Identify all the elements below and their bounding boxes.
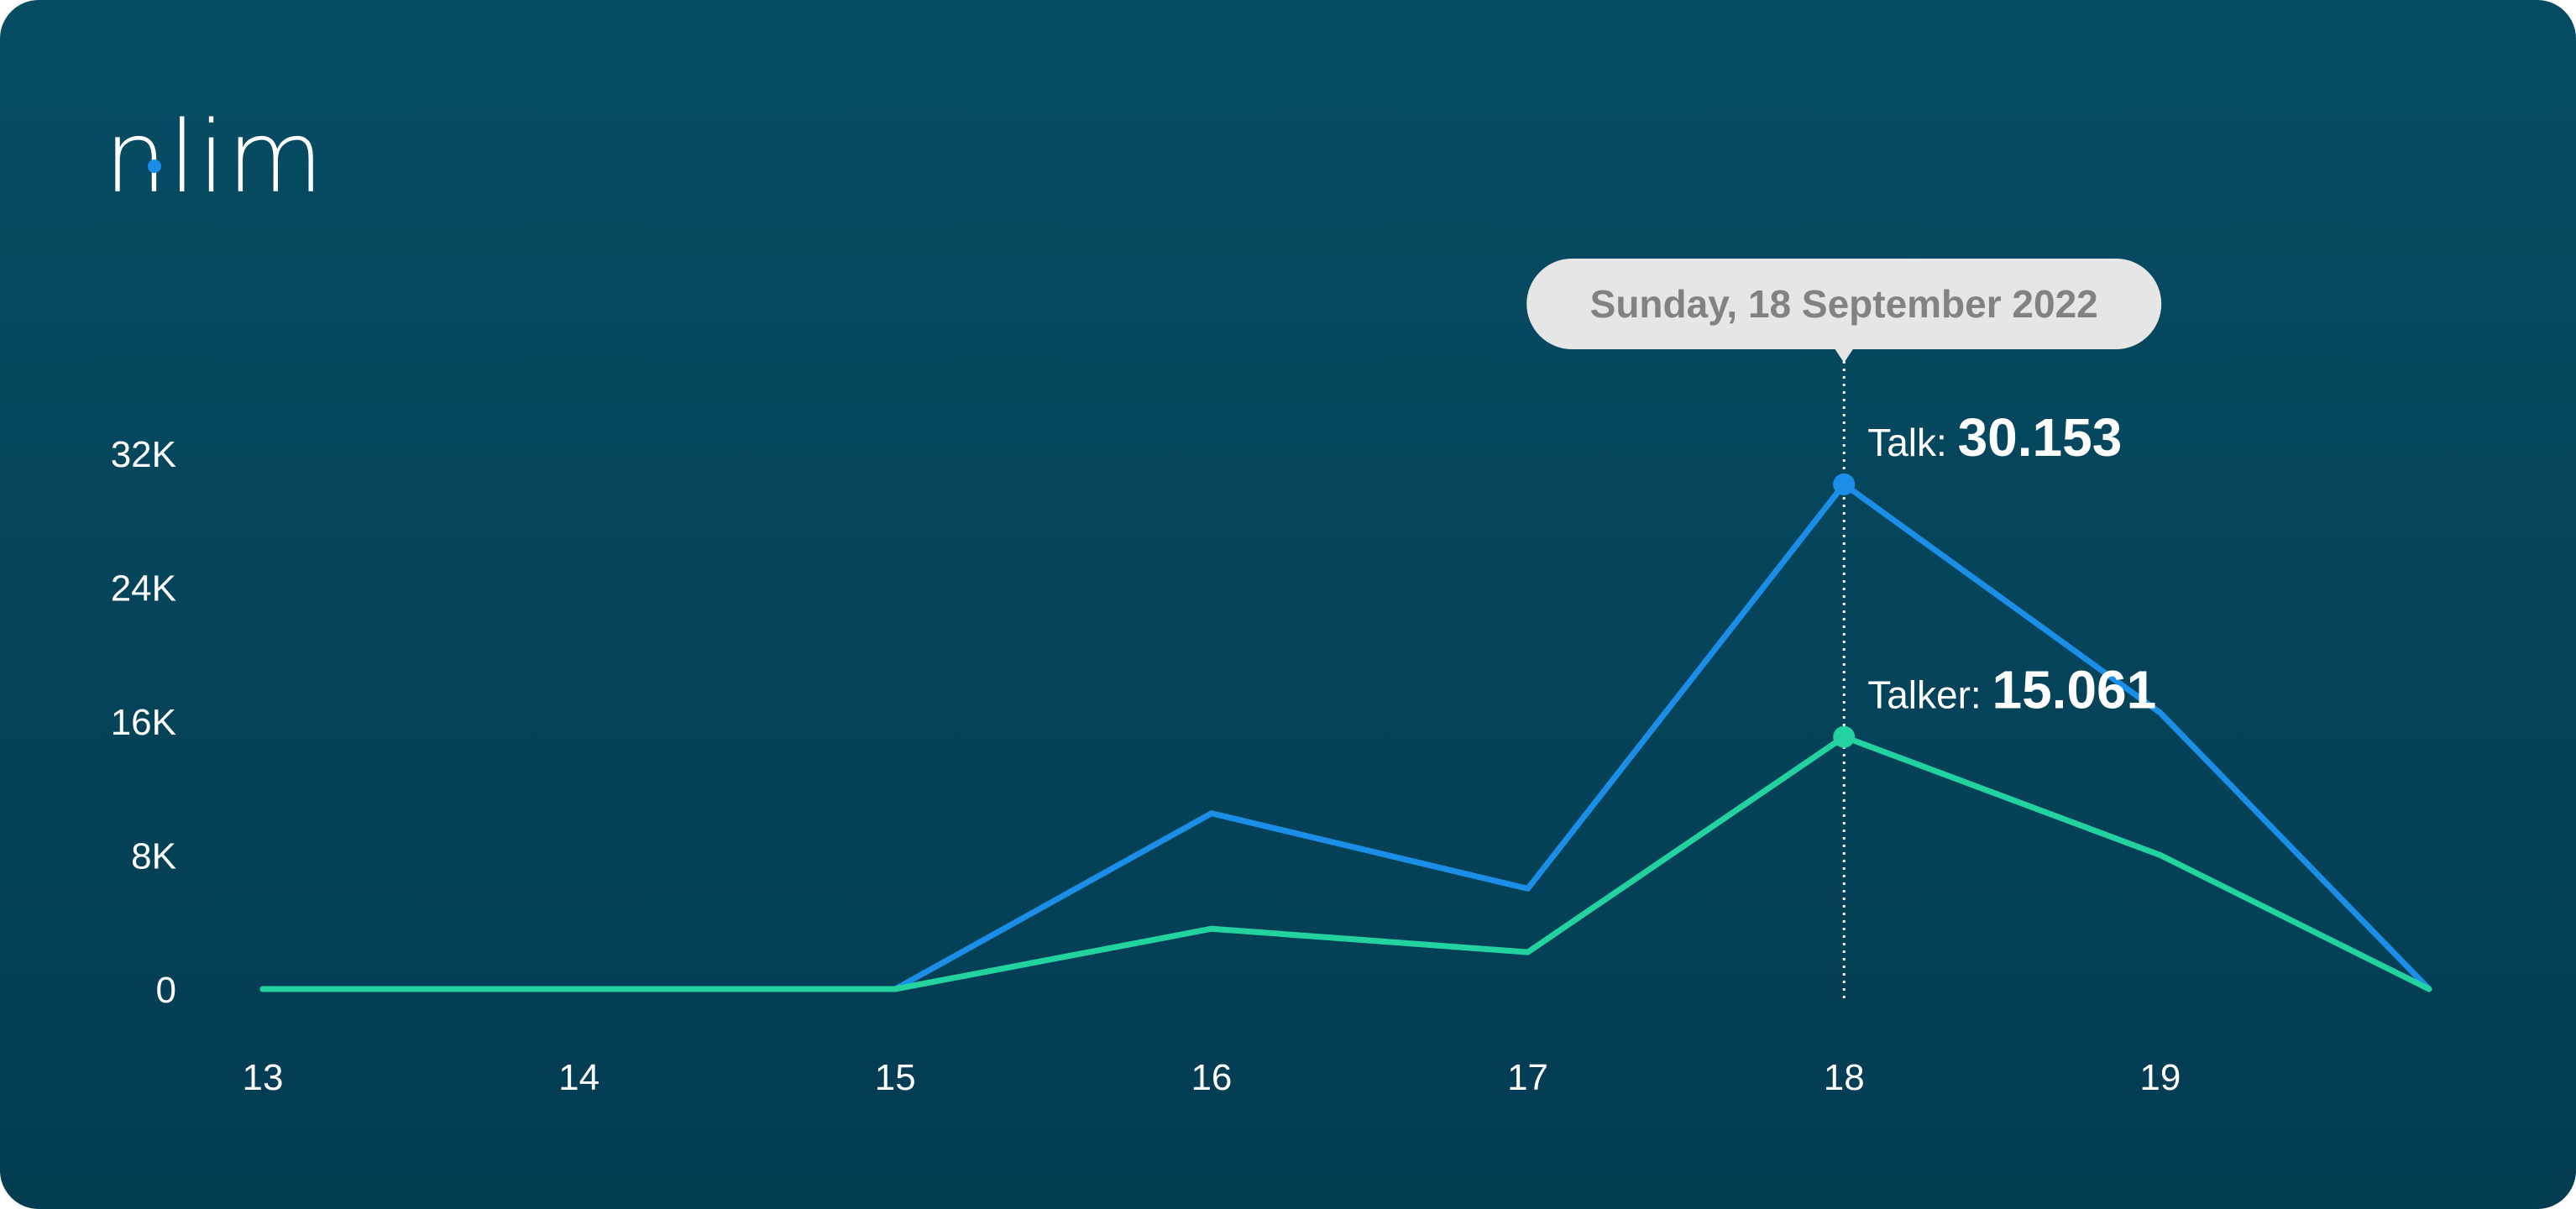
y-tick-label: 8K — [131, 836, 176, 877]
logo-text: nlimit — [104, 101, 322, 202]
point-layer — [1833, 473, 1856, 748]
value-label-number: 15.061 — [1992, 660, 2156, 720]
series-line-talk[interactable] — [259, 481, 2432, 992]
tooltip-date: Sunday, 18 September 2022 — [1590, 282, 2098, 326]
x-tick-label: 15 — [875, 1057, 916, 1098]
hover-point-talker[interactable] — [1833, 725, 1856, 748]
series-line-talker[interactable] — [259, 734, 2432, 992]
value-label-number: 30.153 — [1958, 407, 2123, 468]
tooltip: Sunday, 18 September 2022 — [1526, 259, 2162, 363]
y-tick-label: 32K — [111, 434, 176, 475]
tooltip-bubble — [1526, 259, 2162, 349]
x-tick-label: 14 — [558, 1057, 599, 1098]
logo-dot-icon — [148, 160, 161, 173]
y-tick-label: 24K — [111, 568, 176, 610]
x-axis: 13 14 15 16 17 18 19 — [243, 1057, 2181, 1098]
value-label-talk: Talk: 30.153 — [1867, 407, 2122, 468]
nlimit-logo: nlimit — [104, 101, 322, 202]
x-tick-label: 17 — [1507, 1057, 1548, 1098]
series-layer — [259, 481, 2432, 992]
y-tick-label: 16K — [111, 702, 176, 743]
y-tick-label: 0 — [156, 970, 176, 1011]
x-tick-label: 16 — [1191, 1057, 1232, 1098]
y-axis: 0 8K 16K 24K 32K — [111, 434, 176, 1011]
value-label-name: Talker: — [1867, 673, 1992, 717]
x-tick-label: 18 — [1824, 1057, 1865, 1098]
x-tick-label: 13 — [243, 1057, 284, 1098]
x-tick-label: 19 — [2139, 1057, 2181, 1098]
tooltip-arrow — [1834, 348, 1855, 363]
value-label-talker: Talker: 15.061 — [1867, 660, 2156, 720]
hover-point-talk[interactable] — [1833, 473, 1856, 495]
value-labels: Talk: 30.153 Talker: 15.061 — [1867, 407, 2156, 720]
value-label-name: Talk: — [1867, 421, 1957, 464]
